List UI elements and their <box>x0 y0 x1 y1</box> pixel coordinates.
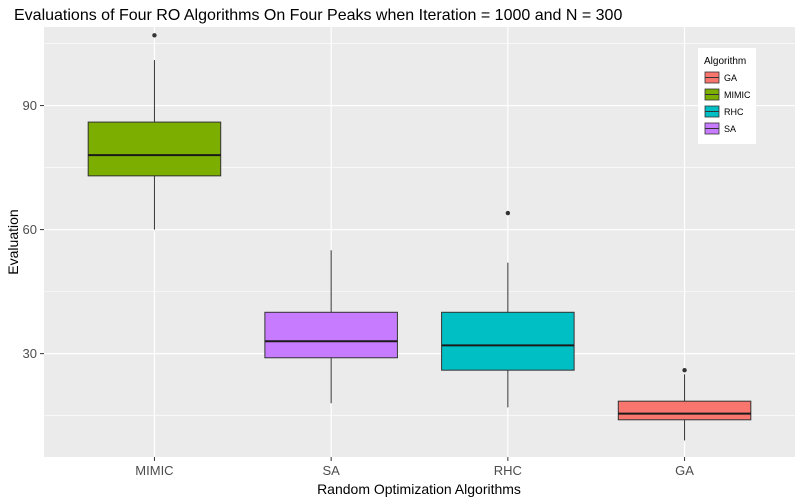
plot-panel <box>44 27 795 457</box>
legend-item-rhc: RHC <box>704 105 744 118</box>
y-tick-label: 60 <box>23 222 37 237</box>
axis-layer: 30 60 90 MIMIC SA RHC GA <box>23 98 695 478</box>
legend-item-ga: GA <box>704 71 737 84</box>
legend-item-sa: SA <box>704 122 736 135</box>
outlier-point <box>152 33 157 38</box>
legend-label: RHC <box>724 107 744 117</box>
y-tick-label: 90 <box>23 98 37 113</box>
box-sa <box>264 250 398 404</box>
x-axis-title: Random Optimization Algorithms <box>317 481 521 497</box>
chart-title: Evaluations of Four RO Algorithms On Fou… <box>14 7 622 24</box>
x-tick-label: SA <box>322 463 340 478</box>
box-layer <box>87 33 752 441</box>
legend-item-mimic: MIMIC <box>704 88 751 101</box>
box-iqr <box>87 121 222 177</box>
outlier-point <box>682 367 687 373</box>
y-tick-label: 30 <box>23 346 37 361</box>
legend-label: SA <box>724 124 736 134</box>
legend-label: MIMIC <box>724 90 751 100</box>
outlier-point <box>505 210 511 216</box>
x-tick-label: MIMIC <box>135 463 173 478</box>
x-tick-label: GA <box>675 463 694 478</box>
legend-title: Algorithm <box>704 56 746 67</box>
x-tick-label: RHC <box>494 463 522 478</box>
box-iqr <box>617 400 752 421</box>
legend: Algorithm GA MIMIC RHC SA <box>698 48 756 144</box>
legend-label: GA <box>724 73 737 83</box>
box-ga <box>617 367 752 441</box>
box-rhc <box>441 210 575 408</box>
box-mimic <box>87 33 222 230</box>
box-iqr <box>441 311 575 371</box>
box-iqr <box>264 311 398 359</box>
y-axis-title: Evaluation <box>5 209 21 274</box>
